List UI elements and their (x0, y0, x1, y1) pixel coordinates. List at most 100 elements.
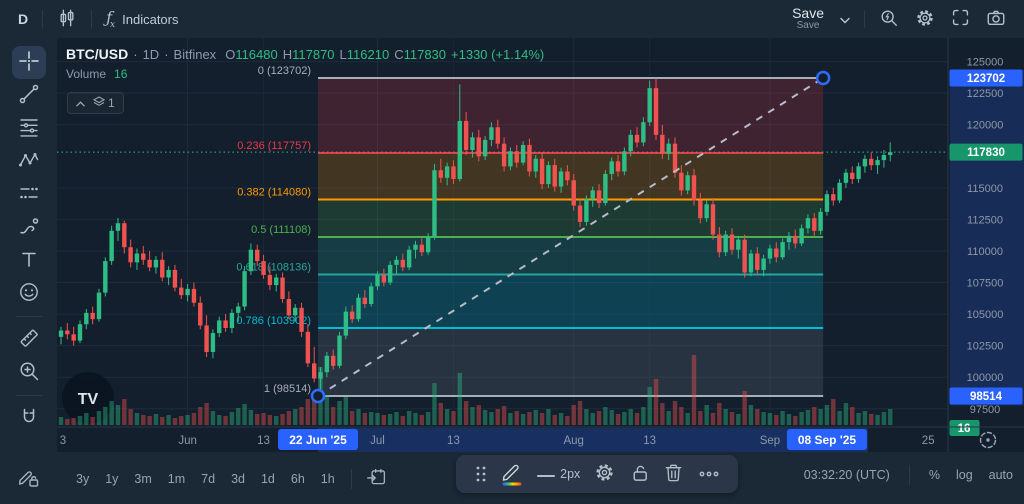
line-width-button[interactable]: 2px (535, 465, 582, 484)
zoom-in-tool-button[interactable] (12, 356, 46, 389)
price-axis[interactable]: 125000 122500 120000 115000 112500 110000 1075… (949, 57, 1023, 436)
text-tool-button[interactable] (12, 244, 46, 277)
lock-drawing-button[interactable] (627, 460, 652, 488)
emoji-tool-button[interactable] (12, 277, 46, 310)
indicators-button[interactable]: ƒx Indicators (98, 4, 186, 34)
price-tick: 100000 (967, 372, 1004, 384)
fib-retracement-icon (18, 116, 40, 141)
quick-search-icon (879, 8, 899, 31)
fullscreen-button[interactable] (943, 4, 978, 34)
time-range-switcher: 3y 1y 3m 1m 7d 3d 1d 6h 1h (70, 463, 391, 495)
trend-line-icon (18, 83, 40, 108)
brush-tool-button[interactable] (12, 211, 46, 244)
axis-settings-button[interactable] (979, 431, 997, 449)
fib-handle[interactable] (310, 388, 326, 404)
last-price-label (949, 143, 1023, 161)
volume-label[interactable]: Volume (66, 67, 107, 81)
range-7d-button[interactable]: 7d (195, 467, 221, 491)
drawing-settings-gear-icon (594, 462, 615, 486)
price-change: +1330 (+1.14%) (451, 47, 545, 62)
interval-label: D (18, 11, 29, 27)
range-1h-button[interactable]: 1h (315, 467, 341, 491)
pencil-lock-icon (17, 466, 39, 491)
goto-date-icon (366, 468, 387, 491)
range-1m-button[interactable]: 1m (162, 467, 191, 491)
svg-text:TV: TV (78, 391, 99, 408)
range-1d-button[interactable]: 1d (255, 467, 281, 491)
trend-line[interactable] (310, 70, 831, 404)
zoom-in-icon (18, 360, 40, 385)
chart-settings-button[interactable] (907, 4, 943, 35)
quick-search-button[interactable] (871, 4, 907, 35)
object-tree-pill[interactable]: 1 (67, 92, 124, 114)
legend-interval[interactable]: 1D (142, 47, 160, 62)
crosshair-tool-button[interactable] (11, 46, 46, 79)
selected-date-label (786, 429, 867, 450)
range-1y-button[interactable]: 1y (99, 467, 124, 491)
price-tick: 112500 (967, 214, 1003, 226)
toolbar-drag-handle[interactable] (472, 462, 490, 486)
range-3y-button[interactable]: 3y (70, 467, 95, 491)
grid (57, 38, 948, 427)
price-tick: 122500 (967, 88, 1004, 100)
fib-retracement[interactable]: 0 (123702) 0.236 (117757) 0.382 (114080) 0.… (236, 65, 824, 397)
layers-icon (92, 95, 106, 111)
time-axis[interactable]: 3 Jun 13 Jul 13 Aug 13 Sep 25 22 Jun '25 08 Sep '2… (60, 429, 935, 450)
status-row: 03:32:20 (UTC) % log auto (801, 465, 1016, 485)
delete-drawing-button[interactable] (661, 460, 686, 488)
separator (864, 10, 865, 28)
separator (42, 10, 44, 28)
price-tick: 97500 (970, 404, 1001, 416)
camera-icon (986, 8, 1006, 31)
fib-level-label: 0.786 (103902) (236, 315, 311, 327)
fib-retracement-tool-button[interactable] (12, 112, 46, 145)
save-menu-button[interactable] (832, 8, 858, 31)
save-button[interactable]: Save Save (784, 2, 832, 35)
percent-scale-button[interactable]: % (926, 466, 943, 484)
objects-count-group[interactable]: 1 (92, 95, 115, 111)
magnet-icon (18, 406, 40, 431)
ohlc-high: H117870 (282, 47, 335, 62)
price-tick: 120000 (967, 120, 1004, 132)
fib-handle[interactable] (815, 70, 831, 86)
trend-line-tool-button[interactable] (12, 79, 46, 112)
compare-button[interactable] (49, 4, 85, 35)
trash-icon (663, 462, 684, 486)
screenshot-button[interactable] (978, 4, 1014, 35)
clock-button[interactable]: 03:32:20 (UTC) (801, 466, 893, 484)
axis-selection-bands (317, 69, 1024, 452)
toolbar-divider (15, 316, 42, 317)
crosshair-icon (18, 50, 40, 75)
range-3d-button[interactable]: 3d (225, 467, 251, 491)
more-options-button[interactable] (696, 465, 722, 484)
svg-text:16: 16 (958, 423, 971, 435)
drawing-settings-button[interactable] (592, 460, 617, 488)
selected-date-label (277, 429, 358, 450)
bottom-toolbar: 3y 1y 3m 1m 7d 3d 1d 6h 1h (0, 452, 1024, 504)
fib-low-price-label (949, 387, 1023, 405)
pattern-tool-button[interactable] (12, 145, 46, 178)
auto-scale-button[interactable]: auto (986, 466, 1016, 484)
drawing-lock-button[interactable] (12, 463, 44, 493)
time-tick: Jun (178, 435, 197, 447)
collapse-chevron-icon[interactable] (76, 96, 85, 110)
fib-level-label: 0.382 (114080) (237, 186, 311, 198)
fib-level-label: 0 (123702) (258, 65, 311, 77)
topbar-right: Save Save (784, 0, 1014, 38)
interval-button[interactable]: D (10, 7, 36, 31)
line-color-button[interactable] (499, 458, 525, 491)
svg-text:117830: 117830 (967, 147, 1005, 159)
log-scale-button[interactable]: log (953, 466, 976, 484)
fullscreen-icon (951, 8, 970, 30)
symbol-name[interactable]: BTC/USD (66, 46, 129, 62)
range-3m-button[interactable]: 3m (128, 467, 157, 491)
measure-tool-button[interactable] (12, 323, 46, 356)
range-6h-button[interactable]: 6h (285, 467, 311, 491)
volume-bars (58, 355, 893, 425)
chart-background[interactable] (57, 38, 1024, 452)
magnet-tool-button[interactable] (12, 402, 46, 435)
forecast-tool-button[interactable] (12, 178, 46, 211)
goto-date-button[interactable] (362, 463, 391, 495)
text-icon (18, 248, 40, 273)
